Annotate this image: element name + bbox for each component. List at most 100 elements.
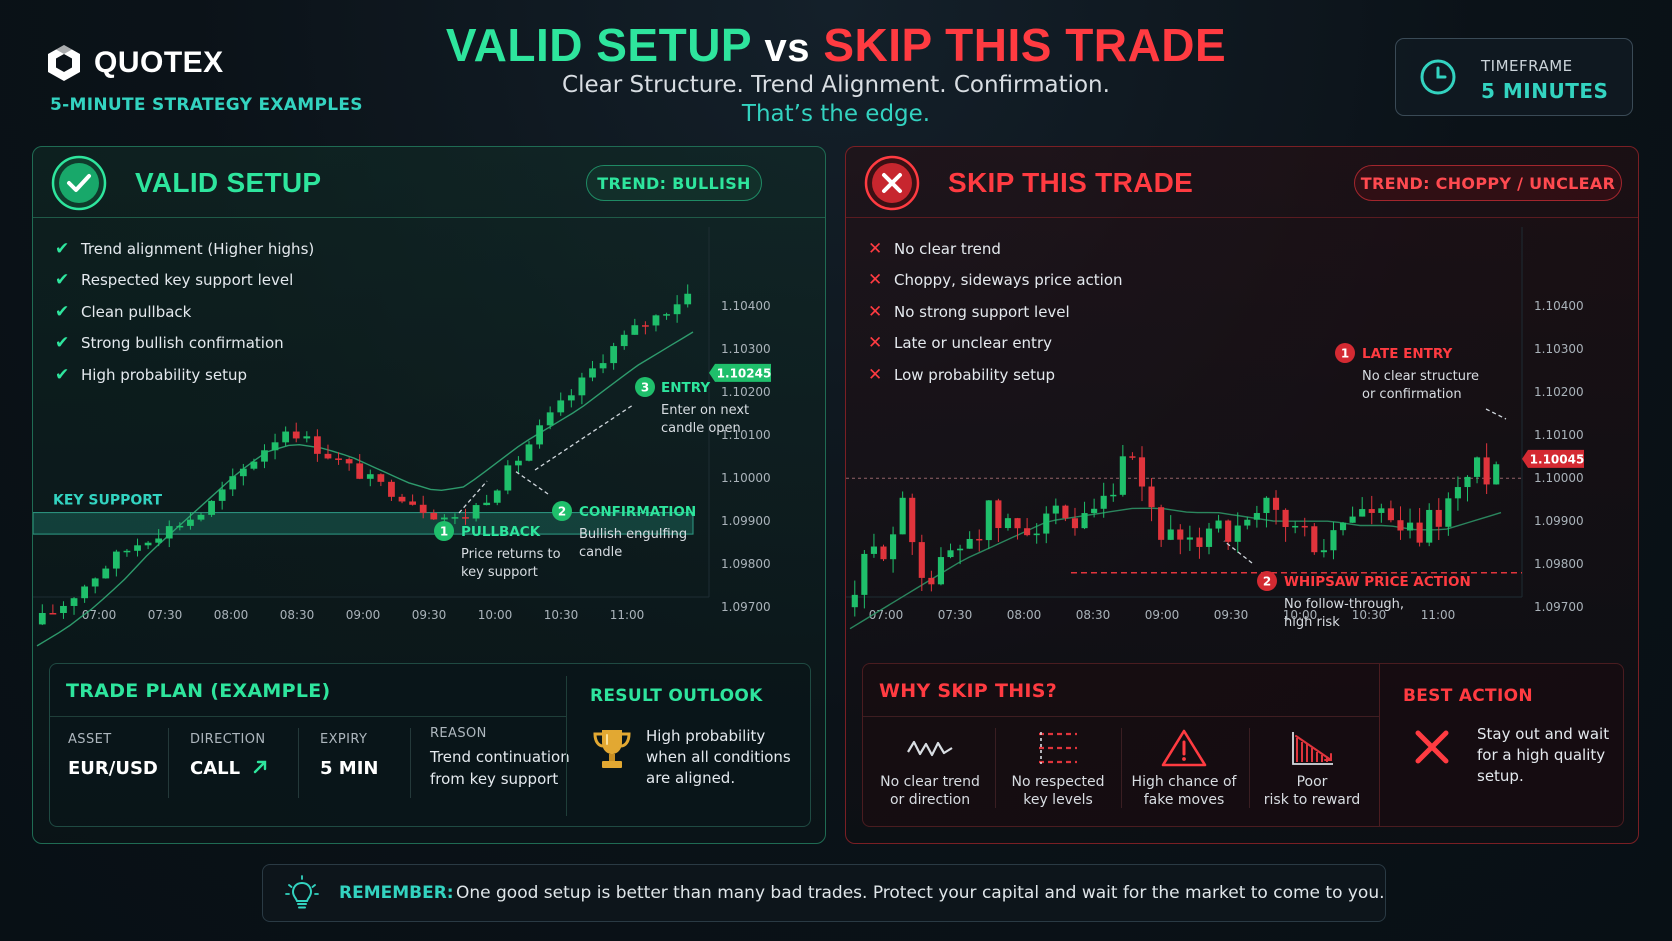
checklist-text: High probability setup — [81, 365, 247, 384]
candle — [345, 459, 353, 464]
timeframe-value: 5 MINUTES — [1481, 79, 1609, 103]
why-text: or direction — [889, 792, 971, 808]
why-text: key levels — [1023, 792, 1093, 808]
list-item: ✕ Low probability setup — [868, 359, 1123, 391]
candle — [1483, 457, 1490, 485]
best-action-title: BEST ACTION — [1403, 686, 1533, 706]
best-line3: setup. — [1477, 767, 1524, 785]
divider — [566, 676, 567, 816]
outlook-line1: High probability — [646, 727, 766, 745]
candle — [928, 577, 935, 585]
candle — [880, 546, 887, 560]
candle — [239, 468, 247, 477]
candle — [1349, 516, 1356, 523]
reason-line1: Trend continuation — [430, 748, 570, 766]
candle — [1186, 537, 1193, 540]
x-mark-icon: ✕ — [868, 270, 883, 291]
y-tick-label: 1.10400 — [1534, 299, 1584, 313]
candle — [356, 463, 364, 479]
why-item: No clear trend or direction — [867, 722, 993, 818]
trade-plan-box: TRADE PLAN (EXAMPLE) ASSET EUR/USD DIREC… — [49, 663, 811, 827]
candle — [1445, 498, 1452, 527]
candle — [134, 545, 141, 551]
candle — [1167, 529, 1174, 540]
expiry-label: EXPIRY — [320, 732, 368, 747]
checklist-text: Low probability setup — [894, 365, 1056, 384]
x-tick-label: 07:30 — [148, 608, 183, 622]
warning-icon — [1161, 729, 1207, 767]
candle — [451, 517, 459, 519]
candle — [1148, 486, 1155, 508]
hex-logo-icon — [48, 45, 80, 81]
annotation-text: key support — [461, 565, 538, 580]
candle — [1406, 522, 1414, 531]
y-tick-label: 1.09800 — [1534, 557, 1584, 571]
check-icon: ✔ — [55, 301, 70, 322]
price-tag-label: 1.10245 — [717, 366, 772, 380]
step-number: 2 — [558, 505, 566, 519]
candle — [1138, 457, 1146, 487]
candle — [1033, 533, 1040, 536]
candle — [38, 612, 46, 625]
timeframe-label: TIMEFRAME — [1481, 57, 1573, 75]
x-tick-label: 09:00 — [1145, 608, 1180, 622]
brand-name: QUOTEX — [94, 46, 224, 79]
candle — [1024, 528, 1031, 536]
checklist-text: No clear trend — [894, 239, 1001, 258]
divider — [1379, 664, 1380, 826]
panel-divider — [846, 217, 1638, 218]
candle — [440, 517, 448, 520]
list-item: ✔ Clean pullback — [55, 296, 314, 328]
candle — [1129, 456, 1136, 458]
annotation-arrow — [534, 404, 634, 471]
candle — [909, 497, 916, 543]
x-mark-icon: ✕ — [868, 301, 883, 322]
why-text: High chance of — [1131, 774, 1237, 790]
annotation-text: Enter on next — [661, 403, 749, 418]
candle — [1158, 507, 1165, 540]
moving-average-line — [36, 331, 694, 647]
candle — [282, 431, 290, 443]
candle — [966, 538, 973, 549]
candle — [1043, 513, 1050, 534]
why-item: High chance of fake moves — [1121, 722, 1247, 818]
candle — [851, 594, 858, 608]
x-tick-label: 08:30 — [280, 608, 315, 622]
x-tick-label: 10:30 — [1352, 608, 1387, 622]
why-text: No respected — [1011, 774, 1105, 790]
candle — [861, 553, 868, 595]
annotation-text: candle open — [661, 421, 741, 436]
candle — [957, 548, 964, 551]
candle — [1071, 518, 1079, 529]
candle — [377, 474, 385, 482]
candle — [229, 476, 237, 490]
asset-label: ASSET — [68, 732, 112, 747]
candle — [663, 314, 670, 316]
candle — [1100, 495, 1107, 509]
candle — [493, 490, 501, 503]
candle — [599, 363, 607, 369]
candle — [1464, 476, 1471, 488]
divider — [410, 728, 411, 798]
list-item: ✔ Respected key support level — [55, 265, 314, 297]
x-tick-label: 09:30 — [412, 608, 447, 622]
candle — [985, 500, 992, 541]
y-tick-label: 1.10400 — [721, 299, 771, 313]
subtitle-line2: That’s the edge. — [741, 101, 931, 127]
candle — [271, 442, 279, 451]
candle — [610, 346, 618, 364]
check-icon: ✔ — [55, 270, 70, 291]
candle — [1205, 528, 1213, 547]
reminder-text: One good setup is better than many bad t… — [456, 883, 1385, 903]
x-tick-label: 10:00 — [1283, 608, 1318, 622]
candle — [1119, 456, 1126, 495]
annotation-arrow — [458, 480, 488, 514]
trade-plan-title: TRADE PLAN (EXAMPLE) — [66, 680, 331, 702]
checklist-text: Strong bullish confirmation — [81, 334, 284, 353]
step-badge — [1335, 343, 1355, 363]
step-number: 3 — [641, 381, 649, 395]
annotation-arrow — [514, 470, 549, 495]
x-mark-icon: ✕ — [868, 333, 883, 354]
brand-subtitle: 5-MINUTE STRATEGY EXAMPLES — [50, 95, 363, 115]
candle — [165, 526, 173, 539]
